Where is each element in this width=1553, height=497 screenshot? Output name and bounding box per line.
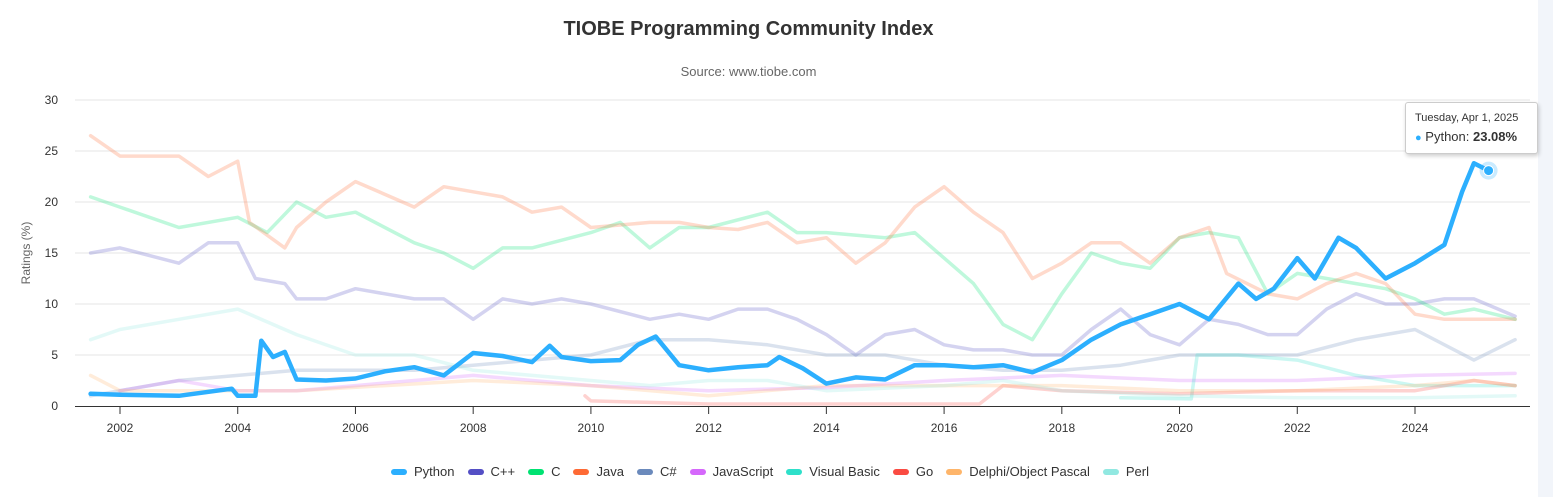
legend-swatch-icon — [1102, 468, 1119, 475]
y-tick-label: 15 — [45, 246, 59, 260]
tooltip-value-row: ● Python: 23.08% — [1415, 129, 1517, 144]
series-line-python — [88, 160, 1491, 399]
legend-label: JavaScript — [712, 464, 774, 479]
series-line-c- — [88, 327, 1517, 398]
tooltip-date: Tuesday, Apr 1, 2025 — [1415, 112, 1519, 124]
legend: Python C++ C Java C# JavaScript Visual Basic Go… — [0, 464, 1553, 479]
y-tick-label: 25 — [45, 144, 59, 158]
legend-swatch-icon — [467, 468, 484, 475]
chart-subtitle: Source: www.tiobe.com — [680, 64, 817, 79]
x-tick-label: 2022 — [1284, 421, 1311, 435]
x-tick-label: 2012 — [695, 421, 722, 435]
series-line-go — [583, 378, 1517, 406]
y-tick-label: 30 — [45, 93, 59, 107]
x-tick-label: 2004 — [224, 421, 251, 435]
legend-label: Python — [414, 464, 455, 479]
legend-item-delphi-object-pascal[interactable]: Delphi/Object Pascal — [946, 464, 1090, 479]
legend-swatch-icon — [786, 468, 803, 475]
legend-swatch-icon — [892, 468, 909, 475]
x-tick-label: 2020 — [1166, 421, 1193, 435]
y-tick-label: 10 — [45, 297, 59, 311]
legend-swatch-icon — [391, 468, 408, 475]
x-tick-label: 2010 — [578, 421, 605, 435]
y-tick-label: 5 — [51, 348, 58, 362]
tooltip: Tuesday, Apr 1, 2025 ● Python: 23.08% — [1405, 102, 1538, 154]
x-tick-label: 2014 — [813, 421, 840, 435]
legend-swatch-icon — [573, 468, 590, 475]
legend-label: Java — [596, 464, 624, 479]
y-tick-label: 20 — [45, 195, 59, 209]
legend-label: Visual Basic — [809, 464, 880, 479]
legend-swatch-icon — [689, 468, 706, 475]
series-line-visual-basic — [1118, 353, 1517, 401]
series-line-java — [88, 133, 1517, 322]
x-tick-label: 2008 — [460, 421, 487, 435]
legend-item-go[interactable]: Go — [892, 464, 934, 479]
legend-item-c-[interactable]: C++ — [467, 464, 516, 479]
legend-label: C# — [659, 464, 677, 479]
legend-item-java[interactable]: Java — [573, 464, 624, 479]
y-tick-label: 0 — [51, 399, 58, 413]
tooltip-value: 23.08% — [1472, 129, 1518, 144]
legend-swatch-icon — [946, 468, 963, 475]
tooltip-series-label: Python: — [1425, 129, 1473, 144]
x-tick-label: 2016 — [931, 421, 958, 435]
y-axis-title: Ratings (%) — [19, 222, 33, 285]
legend-label: C — [551, 464, 561, 479]
x-tick-label: 2002 — [107, 421, 134, 435]
x-tick-label: 2024 — [1402, 421, 1429, 435]
legend-item-python[interactable]: Python — [391, 464, 455, 479]
legend-swatch-icon — [636, 468, 653, 475]
legend-label: Go — [915, 464, 934, 479]
chart-title: TIOBE Programming Community Index — [563, 18, 934, 40]
scroll-gutter — [1538, 0, 1553, 497]
legend-item-c-[interactable]: C# — [636, 464, 677, 479]
legend-item-perl[interactable]: Perl — [1102, 464, 1149, 479]
legend-item-c[interactable]: C — [528, 464, 560, 479]
series-dot-icon: ● — [1415, 132, 1422, 144]
series-line-delphi-object-pascal — [88, 373, 1517, 398]
legend-label: C++ — [490, 464, 516, 479]
series-line-c- — [88, 241, 1517, 357]
legend-item-visual-basic[interactable]: Visual Basic — [786, 464, 880, 479]
legend-label: Perl — [1125, 464, 1149, 479]
x-tick-label: 2018 — [1048, 421, 1075, 435]
series-line-perl — [88, 307, 1517, 400]
legend-swatch-icon — [528, 468, 545, 475]
legend-item-javascript[interactable]: JavaScript — [689, 464, 774, 479]
hover-point-marker — [1483, 165, 1495, 177]
series-line-c — [88, 195, 1517, 342]
x-tick-label: 2006 — [342, 421, 369, 435]
legend-label: Delphi/Object Pascal — [969, 464, 1090, 479]
